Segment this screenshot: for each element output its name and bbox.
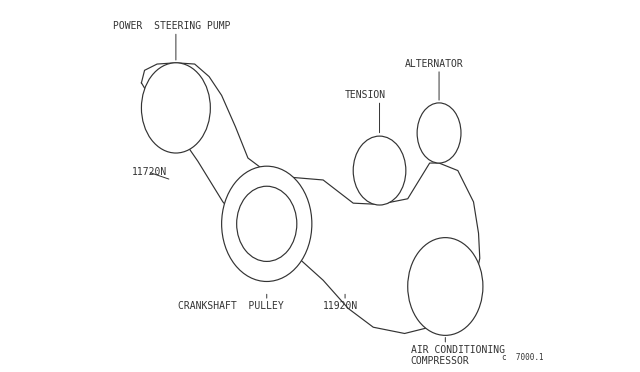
Text: c  7000.1: c 7000.1 bbox=[502, 353, 544, 362]
Ellipse shape bbox=[237, 186, 297, 262]
Ellipse shape bbox=[408, 238, 483, 336]
Text: CRANKSHAFT  PULLEY: CRANKSHAFT PULLEY bbox=[178, 301, 284, 311]
Ellipse shape bbox=[417, 103, 461, 163]
Text: TENSION: TENSION bbox=[345, 90, 386, 100]
Text: AIR CONDITIONING
COMPRESSOR: AIR CONDITIONING COMPRESSOR bbox=[411, 345, 505, 366]
Text: POWER  STEERING PUMP: POWER STEERING PUMP bbox=[113, 22, 231, 32]
Text: 11720N: 11720N bbox=[132, 167, 167, 177]
Ellipse shape bbox=[353, 136, 406, 205]
Text: ALTERNATOR: ALTERNATOR bbox=[404, 59, 463, 69]
Ellipse shape bbox=[221, 166, 312, 282]
Ellipse shape bbox=[141, 63, 211, 153]
Text: 11920N: 11920N bbox=[323, 301, 358, 311]
